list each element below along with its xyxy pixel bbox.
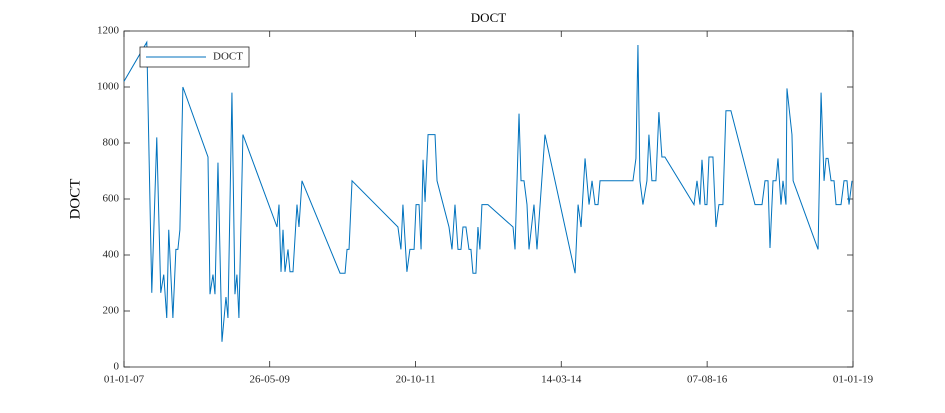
- x-tick-label: 01-01-07: [104, 374, 145, 386]
- y-tick-label: 1200: [97, 25, 120, 37]
- x-tick-label: 07-08-16: [687, 374, 728, 386]
- data-line: [123, 40, 853, 342]
- x-tick-label: 01-01-19: [833, 374, 874, 386]
- legend-label: DOCT: [213, 51, 243, 63]
- y-tick-label: 600: [103, 193, 120, 205]
- y-tick-label: 1000: [97, 81, 120, 93]
- x-tick-label: 14-03-14: [541, 374, 582, 386]
- y-tick-label: 400: [103, 249, 120, 261]
- x-tick-label: 26-05-09: [250, 374, 291, 386]
- y-tick-label: 800: [103, 137, 120, 149]
- y-tick-label: 0: [114, 361, 120, 373]
- chart-title: DOCT: [471, 10, 506, 25]
- plot-area: [123, 30, 854, 368]
- y-axis-label: DOCT: [67, 179, 83, 220]
- x-tick-label: 20-10-11: [396, 374, 436, 386]
- y-tick-label: 200: [103, 305, 120, 317]
